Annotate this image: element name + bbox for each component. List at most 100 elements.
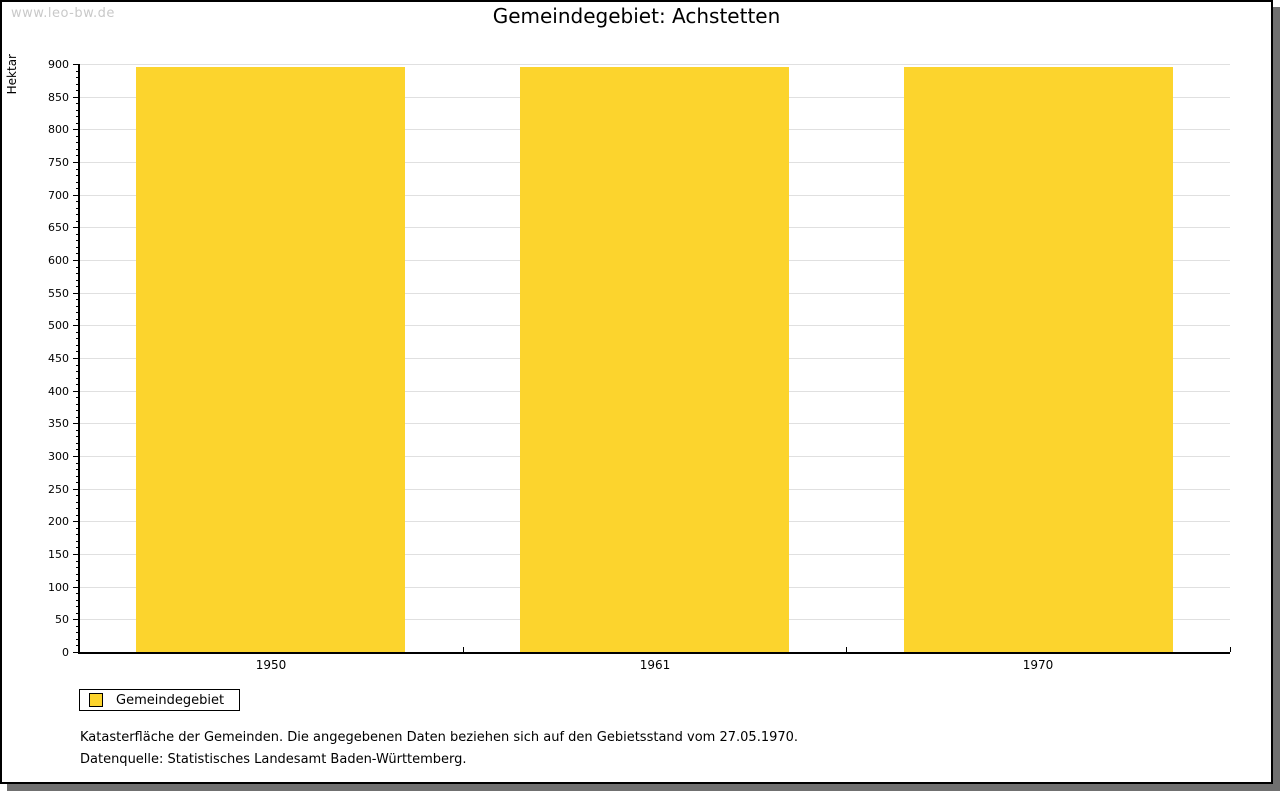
- bar: [136, 67, 405, 652]
- bar: [520, 67, 789, 652]
- y-minor-tick: [76, 136, 79, 137]
- y-major-tick: [73, 456, 79, 457]
- y-minor-tick: [76, 286, 79, 287]
- y-minor-tick: [76, 175, 79, 176]
- x-boundary-tick: [463, 647, 464, 652]
- y-minor-tick: [76, 639, 79, 640]
- y-minor-tick: [76, 378, 79, 379]
- y-minor-tick: [76, 299, 79, 300]
- y-minor-tick: [76, 338, 79, 339]
- y-minor-tick: [76, 253, 79, 254]
- y-minor-tick: [76, 469, 79, 470]
- y-minor-tick: [76, 593, 79, 594]
- y-minor-tick: [76, 547, 79, 548]
- y-minor-tick: [76, 149, 79, 150]
- y-minor-tick: [76, 495, 79, 496]
- y-minor-tick: [76, 71, 79, 72]
- y-major-tick: [73, 293, 79, 294]
- y-major-tick: [73, 129, 79, 130]
- y-minor-tick: [76, 515, 79, 516]
- y-minor-tick: [76, 365, 79, 366]
- y-major-tick: [73, 227, 79, 228]
- y-minor-tick: [76, 397, 79, 398]
- y-minor-tick: [76, 384, 79, 385]
- y-tick-label: 150: [48, 548, 69, 561]
- y-minor-tick: [76, 201, 79, 202]
- y-minor-tick: [76, 541, 79, 542]
- y-minor-tick: [76, 430, 79, 431]
- y-minor-tick: [76, 84, 79, 85]
- y-major-tick: [73, 521, 79, 522]
- y-minor-tick: [76, 613, 79, 614]
- y-tick-label: 50: [55, 613, 69, 626]
- y-minor-tick: [76, 155, 79, 156]
- y-minor-tick: [76, 234, 79, 235]
- y-minor-tick: [76, 626, 79, 627]
- x-tick-label: 1961: [639, 658, 671, 672]
- y-minor-tick: [76, 169, 79, 170]
- y-major-tick: [73, 391, 79, 392]
- y-tick-label: 650: [48, 221, 69, 234]
- watermark: www.leo-bw.de: [11, 6, 115, 21]
- footnote-line-1: Katasterfläche der Gemeinden. Die angege…: [80, 730, 799, 745]
- y-minor-tick: [76, 267, 79, 268]
- y-tick-label: 900: [48, 58, 69, 71]
- x-boundary-tick: [846, 647, 847, 652]
- y-minor-tick: [76, 410, 79, 411]
- y-minor-tick: [76, 580, 79, 581]
- y-minor-tick: [76, 90, 79, 91]
- y-minor-tick: [76, 482, 79, 483]
- legend: Gemeindegebiet: [79, 689, 241, 711]
- y-minor-tick: [76, 371, 79, 372]
- x-boundary-tick: [1230, 647, 1231, 652]
- y-major-tick: [73, 489, 79, 490]
- y-major-tick: [73, 358, 79, 359]
- y-major-tick: [73, 195, 79, 196]
- y-tick-label: 0: [62, 646, 69, 659]
- y-major-tick: [73, 97, 79, 98]
- y-tick-label: 250: [48, 483, 69, 496]
- y-minor-tick: [76, 574, 79, 575]
- y-minor-tick: [76, 123, 79, 124]
- y-tick-label: 300: [48, 450, 69, 463]
- y-minor-tick: [76, 116, 79, 117]
- y-minor-tick: [76, 240, 79, 241]
- y-minor-tick: [76, 103, 79, 104]
- y-minor-tick: [76, 280, 79, 281]
- y-minor-tick: [76, 247, 79, 248]
- legend-swatch-icon: [89, 693, 103, 707]
- y-minor-tick: [76, 182, 79, 183]
- y-minor-tick: [76, 142, 79, 143]
- y-minor-tick: [76, 443, 79, 444]
- y-minor-tick: [76, 534, 79, 535]
- y-minor-tick: [76, 528, 79, 529]
- y-tick-label: 450: [48, 352, 69, 365]
- y-minor-tick: [76, 567, 79, 568]
- y-minor-tick: [76, 208, 79, 209]
- y-minor-tick: [76, 606, 79, 607]
- y-tick-label: 550: [48, 287, 69, 300]
- y-minor-tick: [76, 561, 79, 562]
- y-tick-label: 350: [48, 417, 69, 430]
- x-axis-line: [78, 652, 1230, 654]
- y-major-tick: [73, 587, 79, 588]
- y-tick-label: 850: [48, 91, 69, 104]
- y-minor-tick: [76, 600, 79, 601]
- y-major-tick: [73, 260, 79, 261]
- y-minor-tick: [76, 312, 79, 313]
- y-minor-tick: [76, 306, 79, 307]
- y-minor-tick: [76, 351, 79, 352]
- y-tick-label: 700: [48, 189, 69, 202]
- y-minor-tick: [76, 476, 79, 477]
- y-minor-tick: [76, 188, 79, 189]
- y-major-tick: [73, 64, 79, 65]
- y-tick-label: 750: [48, 156, 69, 169]
- y-minor-tick: [76, 502, 79, 503]
- footnote-line-2: Datenquelle: Statistisches Landesamt Bad…: [80, 752, 467, 767]
- y-minor-tick: [76, 508, 79, 509]
- y-tick-label: 400: [48, 385, 69, 398]
- plot-area: 0 50 100 150 200 250 300 350 400 450 500 550 600 650 7…: [2, 2, 1271, 782]
- y-tick-label: 800: [48, 123, 69, 136]
